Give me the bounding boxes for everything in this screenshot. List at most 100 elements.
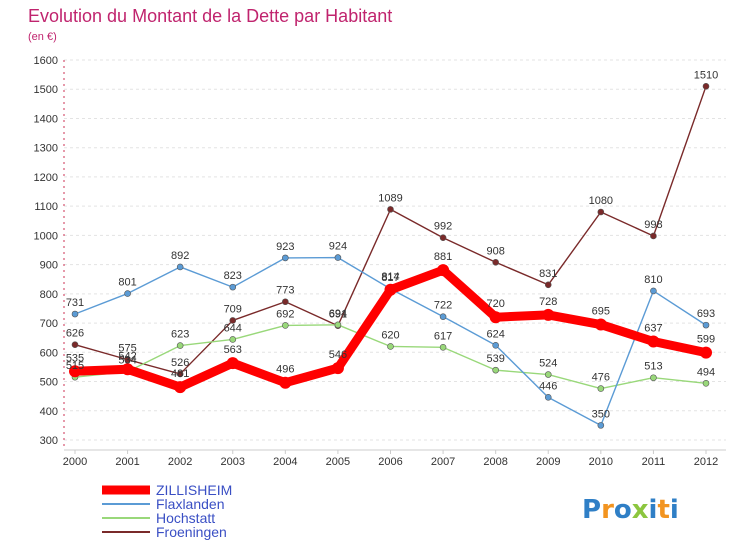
y-tick-label: 1500 xyxy=(34,84,58,96)
data-point xyxy=(282,322,289,329)
logo-letter: P xyxy=(582,495,601,525)
data-point xyxy=(489,311,502,324)
x-tick-label: 2000 xyxy=(63,456,87,468)
x-tick-label: 2007 xyxy=(431,456,455,468)
data-label: 773 xyxy=(276,285,294,297)
data-point xyxy=(69,365,81,378)
data-label: 494 xyxy=(697,366,715,378)
data-label: 908 xyxy=(486,245,504,257)
data-labels: 535 542 481 563 496 546 814 881 720 728 695 637 599 7… xyxy=(66,69,718,420)
data-point xyxy=(647,335,660,348)
data-point xyxy=(71,310,79,318)
data-label: 892 xyxy=(171,250,189,262)
y-tick-label: 700 xyxy=(40,318,58,330)
data-label: 814 xyxy=(381,271,399,283)
data-label: 881 xyxy=(434,251,452,263)
data-point xyxy=(439,313,447,320)
data-label: 731 xyxy=(66,297,84,309)
data-point xyxy=(492,341,499,349)
data-label: 526 xyxy=(171,357,189,369)
data-point xyxy=(650,287,657,295)
y-tick-label: 1100 xyxy=(34,201,58,213)
data-label: 542 xyxy=(118,350,136,362)
data-label: 722 xyxy=(434,300,452,312)
data-point xyxy=(176,370,184,378)
data-label: 524 xyxy=(539,358,557,370)
data-point xyxy=(650,232,657,240)
data-label: 695 xyxy=(592,306,610,318)
logo-letter: r xyxy=(601,495,614,525)
data-label: 831 xyxy=(539,268,557,280)
chart-title: Evolution du Montant de la Dette par Hab… xyxy=(28,6,392,26)
data-label: 992 xyxy=(434,221,452,233)
data-point xyxy=(594,318,607,331)
data-label: 923 xyxy=(276,241,294,253)
data-point xyxy=(597,385,605,392)
data-point xyxy=(439,344,447,351)
x-tick-label: 2005 xyxy=(326,456,350,468)
data-label: 476 xyxy=(592,372,610,384)
data-point xyxy=(437,264,450,277)
data-label: 620 xyxy=(381,329,399,341)
y-tick-label: 500 xyxy=(40,377,58,389)
data-point xyxy=(492,258,499,266)
data-point xyxy=(124,356,131,363)
data-label: 496 xyxy=(276,364,294,376)
data-label: 446 xyxy=(539,380,557,392)
x-tick-label: 2003 xyxy=(221,456,245,468)
data-label: 513 xyxy=(644,361,662,373)
logo-letter: x xyxy=(632,495,649,525)
data-point xyxy=(176,342,184,349)
data-point xyxy=(597,422,605,429)
x-tick-label: 2002 xyxy=(168,456,192,468)
data-point xyxy=(71,341,79,349)
data-point xyxy=(279,376,292,389)
data-point xyxy=(544,371,552,378)
grid xyxy=(64,59,726,441)
data-point xyxy=(176,263,184,271)
logo-letter: t xyxy=(657,495,669,525)
data-label: 823 xyxy=(224,270,242,282)
data-label: 624 xyxy=(486,328,504,340)
data-label: 644 xyxy=(224,322,242,334)
data-label: 810 xyxy=(644,274,662,286)
y-tick-label: 300 xyxy=(40,435,58,447)
data-point xyxy=(650,374,657,382)
data-label: 692 xyxy=(276,308,294,320)
data-label: 694 xyxy=(329,308,347,320)
data-point xyxy=(334,321,342,329)
data-point xyxy=(229,336,237,343)
data-label: 575 xyxy=(118,343,136,355)
data-point xyxy=(439,234,447,242)
logo-letter: i xyxy=(649,495,658,525)
y-tick-label: 1300 xyxy=(34,143,58,155)
data-label: 693 xyxy=(697,308,715,320)
data-label: 626 xyxy=(66,328,84,340)
x-tick-label: 2011 xyxy=(642,456,666,468)
data-point xyxy=(229,317,237,324)
data-point xyxy=(121,363,134,376)
data-point xyxy=(702,379,710,387)
data-point xyxy=(282,298,289,306)
data-label: 481 xyxy=(171,368,189,380)
data-label: 599 xyxy=(697,334,715,346)
data-label: 924 xyxy=(329,241,347,253)
data-label: 801 xyxy=(118,277,136,289)
data-label: 1080 xyxy=(589,195,613,207)
y-tick-label: 1000 xyxy=(34,230,58,242)
legend-label: ZILLISHEIM xyxy=(156,482,232,498)
x-tick-label: 2010 xyxy=(589,456,613,468)
data-point xyxy=(387,206,394,213)
data-label: 546 xyxy=(329,349,347,361)
data-point xyxy=(597,208,605,216)
y-tick-label: 900 xyxy=(40,260,58,272)
data-point xyxy=(387,343,394,350)
data-label: 539 xyxy=(486,353,504,365)
x-tick-label: 2004 xyxy=(273,456,297,468)
data-label: 817 xyxy=(381,272,399,284)
legend-label: Hochstatt xyxy=(156,510,215,526)
data-label: 691 xyxy=(329,309,347,321)
data-point xyxy=(544,394,552,401)
